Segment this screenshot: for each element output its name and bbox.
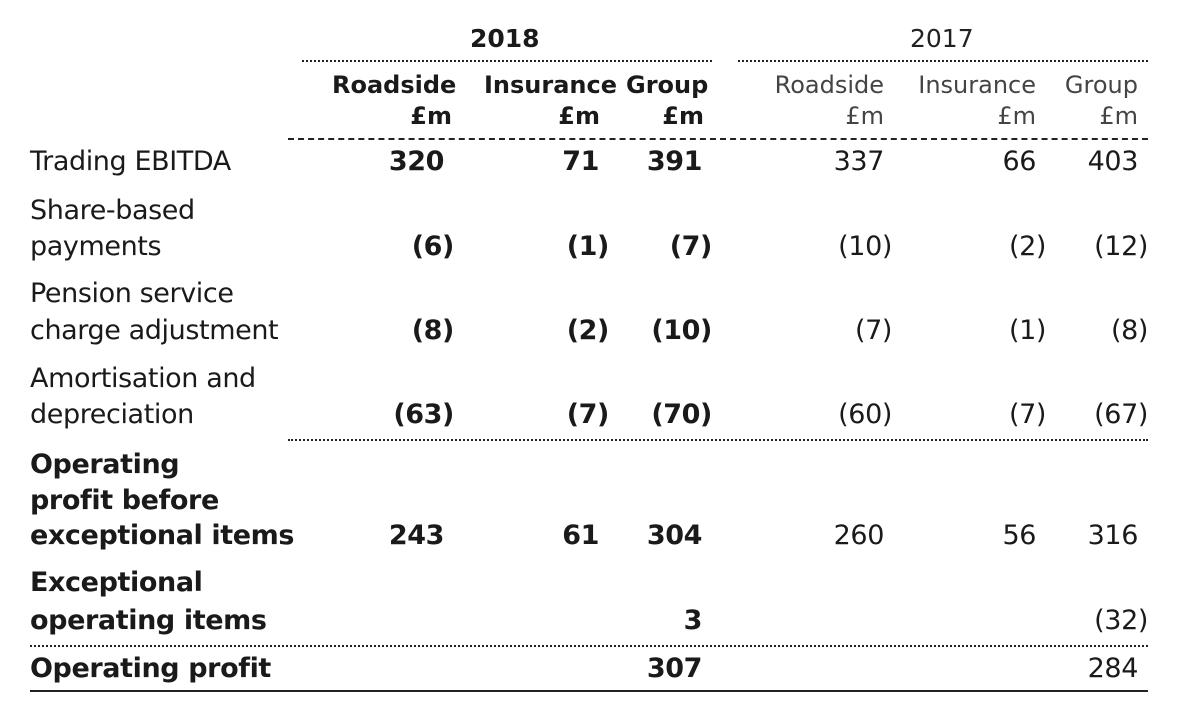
cell-2018-roadside: (6) (411, 231, 455, 262)
cell-2017-group: (8) (1110, 315, 1148, 346)
col-header-2018-roadside: Roadside £m (332, 70, 457, 132)
cell-2017-group: 316 (1087, 520, 1139, 551)
cell-2017-insurance: (7) (1008, 399, 1046, 430)
divider-2018-header (302, 60, 712, 62)
cell-2018-roadside: 320 (388, 146, 445, 177)
row-label: Pension service (30, 278, 234, 309)
cell-2018-insurance: (1) (566, 231, 610, 262)
row-label: Operating profit (30, 653, 271, 684)
cell-2017-roadside: (10) (838, 231, 892, 262)
year-heading-2018: 2018 (470, 24, 540, 53)
col-header-2017-group: Group £m (1056, 70, 1138, 132)
row-label: profit before (30, 485, 219, 516)
row-label: depreciation (30, 399, 194, 430)
cell-2018-group: (7) (669, 231, 713, 262)
table-bottom-rule (30, 690, 1148, 692)
cell-2017-insurance: (2) (1008, 231, 1046, 262)
cell-2017-group: (32) (1094, 605, 1148, 636)
col-header-2017-roadside: Roadside £m (774, 70, 884, 132)
col-header-label: Group (626, 71, 709, 99)
subtotal-divider (288, 439, 1148, 441)
cell-2018-group: 304 (646, 520, 703, 551)
col-header-label: Insurance (918, 71, 1036, 99)
cell-2017-group: (67) (1094, 399, 1148, 430)
col-header-2017-insurance: Insurance £m (918, 70, 1036, 132)
col-header-label: Roadside (774, 71, 884, 99)
cell-2018-insurance: (2) (566, 315, 610, 346)
cell-2018-insurance: 71 (562, 146, 599, 177)
row-label: operating items (30, 605, 267, 636)
row-label: charge adjustment (30, 315, 279, 346)
col-header-label: Roadside (332, 71, 457, 99)
cell-2018-insurance: (7) (566, 399, 610, 430)
col-header-2018-insurance: Insurance £m (484, 70, 618, 132)
header-divider (288, 138, 1148, 140)
row-label: payments (30, 231, 162, 262)
cell-2017-group: (12) (1094, 231, 1148, 262)
cell-2018-group: 307 (646, 653, 703, 684)
cell-2017-insurance: (1) (1008, 315, 1046, 346)
cell-2017-group: 284 (1087, 653, 1139, 684)
year-heading-2017: 2017 (910, 24, 974, 53)
cell-2018-group: (70) (651, 399, 712, 430)
cell-2017-roadside: 337 (833, 146, 885, 177)
cell-2018-roadside: (8) (411, 315, 455, 346)
cell-2018-roadside: 243 (388, 520, 445, 551)
col-header-unit: £m (558, 102, 600, 130)
total-divider (30, 645, 1148, 647)
cell-2017-roadside: 260 (833, 520, 885, 551)
col-header-unit: £m (997, 102, 1036, 130)
col-header-unit: £m (662, 102, 704, 130)
cell-2017-roadside: (60) (838, 399, 892, 430)
row-label: Operating (30, 449, 180, 480)
col-header-unit: £m (410, 102, 452, 130)
col-header-label: Insurance (484, 71, 618, 99)
row-label: Amortisation and (30, 363, 256, 394)
row-label: Share-based (30, 195, 195, 226)
cell-2017-insurance: 66 (1002, 146, 1036, 177)
col-header-unit: £m (845, 102, 884, 130)
row-label: Exceptional (30, 567, 203, 598)
col-header-label: Group (1064, 71, 1138, 99)
col-header-2018-group: Group £m (626, 70, 709, 132)
divider-2017-header (738, 60, 1148, 62)
cell-2018-group: 391 (646, 146, 703, 177)
cell-2017-roadside: (7) (854, 315, 892, 346)
cell-2017-insurance: 56 (1002, 520, 1036, 551)
cell-2018-group: 3 (683, 605, 703, 636)
cell-2018-insurance: 61 (562, 520, 599, 551)
row-label: Trading EBITDA (30, 146, 231, 177)
cell-2018-roadside: (63) (393, 399, 454, 430)
col-header-unit: £m (1099, 102, 1138, 130)
cell-2018-group: (10) (651, 315, 712, 346)
cell-2017-group: 403 (1087, 146, 1139, 177)
row-label: exceptional items (30, 520, 295, 551)
